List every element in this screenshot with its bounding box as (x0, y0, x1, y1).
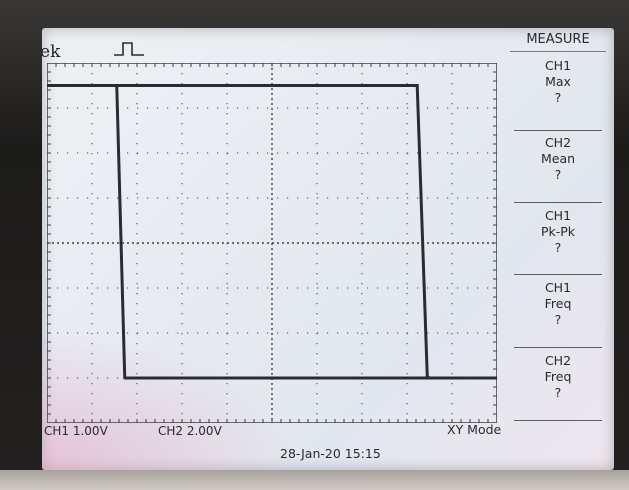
measure-type: Pk-Pk (540, 224, 576, 239)
menu-title-divider (510, 51, 606, 52)
measure-button-2[interactable]: CH2 Mean ? (510, 135, 606, 183)
measure-value: ? (554, 312, 562, 327)
measure-source: CH1 (544, 280, 572, 295)
menu-divider (514, 420, 602, 421)
menu-divider (514, 130, 602, 131)
ch1-scale-readout: CH1 1.00V (44, 424, 108, 438)
measure-menu: MEASURE CH1 Max ? CH2 Mean ? CH1 Pk-Pk ?… (510, 32, 606, 452)
measure-value: ? (554, 385, 562, 400)
timestamp: 28-Jan-20 15:15 (280, 446, 381, 461)
display-mode-label: XY Mode (447, 422, 502, 437)
waveform-graticule (47, 63, 497, 423)
trigger-pulse-icon (114, 42, 144, 56)
measure-type: Max (545, 74, 571, 89)
measure-source: CH2 (544, 353, 572, 368)
measure-source: CH1 (544, 208, 572, 223)
measure-source: CH2 (544, 135, 572, 150)
menu-divider (514, 347, 602, 348)
scope-screen: Tek MEASURE CH1 Max ? CH2 Mean ? CH1 Pk-… (42, 28, 614, 470)
brand-logo: Tek (42, 42, 61, 62)
measure-value: ? (554, 167, 562, 182)
measure-type: Freq (544, 369, 572, 384)
measure-type: Freq (544, 296, 572, 311)
menu-divider (514, 202, 602, 203)
measure-source: CH1 (544, 58, 572, 73)
scope-bezel-bottom (0, 470, 629, 490)
waveform-trace-upper (112, 84, 431, 380)
measure-value: ? (554, 240, 562, 255)
measure-button-4[interactable]: CH1 Freq ? (510, 280, 606, 328)
measure-value: ? (554, 90, 562, 105)
measure-button-1[interactable]: CH1 Max ? (510, 58, 606, 106)
measure-button-3[interactable]: CH1 Pk-Pk ? (510, 208, 606, 256)
measure-menu-title: MEASURE (526, 32, 590, 47)
measure-button-5[interactable]: CH2 Freq ? (510, 353, 606, 401)
measure-type: Mean (540, 151, 576, 166)
ch2-scale-readout: CH2 2.00V (158, 424, 222, 438)
menu-divider (514, 274, 602, 275)
